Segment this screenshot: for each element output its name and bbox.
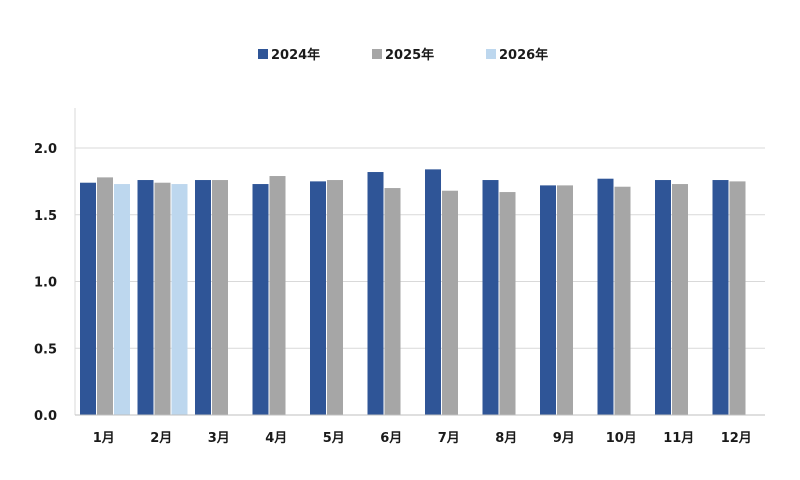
gridlines [75, 147, 765, 349]
x-tick-label: 11月 [663, 431, 694, 446]
bar-2025年-10月 [614, 186, 631, 415]
y-axis: 0.0 0.5 1.0 1.5 2.0 [34, 142, 57, 424]
x-tick-label: 1月 [93, 431, 115, 446]
bar-2024年-12月 [712, 180, 729, 415]
bar-2024年-4月 [252, 184, 269, 415]
bar-2024年-9月 [540, 185, 556, 415]
bar-2024年-8月 [482, 180, 499, 415]
x-axis: 1月 2月 3月 4月 5月 6月 7月 8月 9月 10月 11月 12月 [93, 431, 752, 446]
bar-2025年-6月 [384, 188, 401, 415]
bar-2024年-5月 [310, 181, 326, 415]
bar-2024年-6月 [367, 172, 384, 415]
bar-2024年-7月 [425, 169, 441, 415]
legend-label-2024: 2024年 [271, 47, 320, 63]
bar-2024年-11月 [655, 180, 671, 415]
legend-swatch-2024 [258, 49, 268, 59]
bar-2026年-2月 [171, 184, 188, 415]
x-tick-label: 2月 [150, 431, 172, 446]
bar-2025年-5月 [327, 180, 343, 415]
bar-2025年-7月 [442, 190, 458, 415]
legend-swatch-2026 [486, 49, 496, 59]
x-tick-label: 12月 [721, 431, 752, 446]
legend-label-2026: 2026年 [499, 47, 548, 63]
bar-2024年-3月 [195, 180, 211, 415]
bar-2025年-12月 [729, 181, 746, 415]
x-tick-label: 9月 [553, 431, 575, 446]
x-tick-label: 6月 [380, 431, 402, 446]
bar-2024年-2月 [137, 180, 154, 415]
y-tick-label: 2.0 [34, 142, 57, 157]
bar-2025年-3月 [212, 180, 228, 415]
bar-2024年-1月 [80, 182, 96, 415]
x-tick-label: 5月 [323, 431, 345, 446]
bars [80, 169, 746, 415]
x-tick-label: 3月 [208, 431, 230, 446]
legend-label-2025: 2025年 [385, 47, 434, 63]
y-tick-label: 1.5 [34, 209, 57, 224]
legend-swatch-2025 [372, 49, 382, 59]
legend: 2024年 2025年 2026年 [258, 47, 548, 63]
bar-2025年-9月 [557, 185, 573, 415]
bar-2025年-11月 [672, 184, 688, 415]
x-tick-label: 4月 [265, 431, 287, 446]
bar-2025年-8月 [499, 192, 516, 415]
x-tick-label: 8月 [495, 431, 517, 446]
bar-2025年-4月 [269, 176, 286, 415]
bar-2026年-1月 [114, 184, 130, 415]
bar-2024年-10月 [597, 178, 614, 415]
y-tick-label: 0.5 [34, 342, 57, 357]
bar-2025年-2月 [154, 182, 171, 415]
y-tick-label: 0.0 [34, 409, 57, 424]
y-tick-label: 1.0 [34, 276, 57, 291]
x-tick-label: 10月 [606, 431, 637, 446]
x-tick-label: 7月 [438, 431, 460, 446]
bar-2025年-1月 [97, 177, 113, 415]
